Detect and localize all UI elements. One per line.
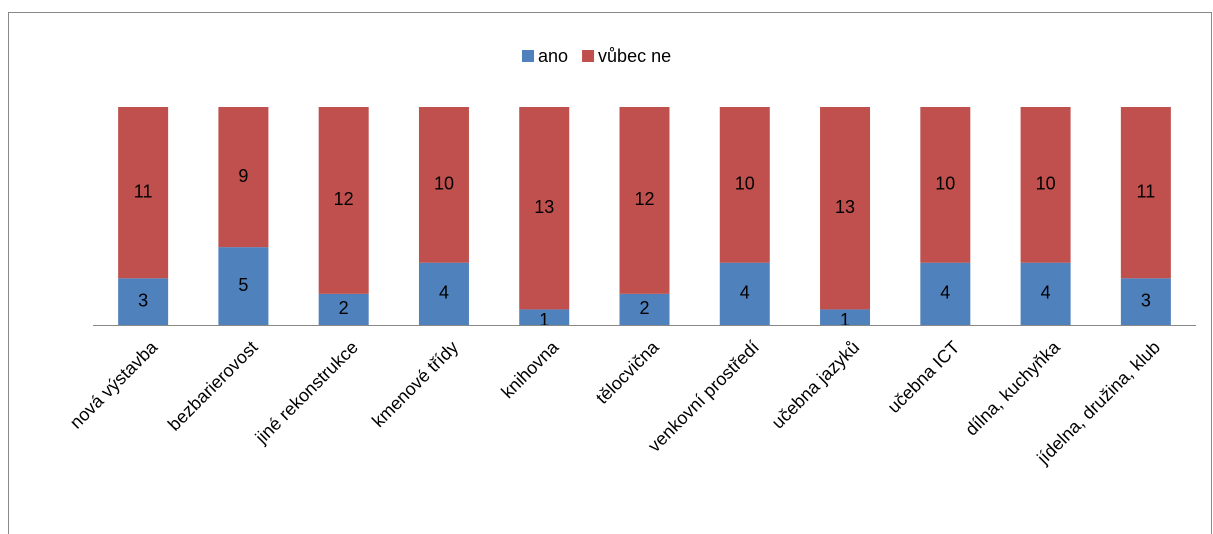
bar-segment [1020,107,1071,263]
data-label: 4 [740,283,750,303]
bar-segment [920,107,971,263]
data-label: 12 [334,189,354,209]
data-label: 3 [138,290,148,310]
bar-segment [820,107,871,310]
bar-segment [1120,107,1171,279]
data-label: 2 [639,298,649,318]
bar-segment [719,262,770,325]
data-label: 1 [539,310,549,330]
data-label: 10 [735,174,755,194]
legend-label: vůbec ne [598,46,671,66]
data-label: 3 [1141,290,1151,310]
bar-segment [1020,262,1071,325]
bar-segment [619,293,670,325]
bar-segment [619,107,670,294]
data-label: 1 [840,310,850,330]
data-label: 10 [1036,174,1056,194]
data-label: 13 [835,197,855,217]
bar-segment [218,107,269,248]
legend-swatch [522,50,534,62]
bar-segment [318,293,369,325]
bar-segment [318,107,369,294]
data-label: 9 [238,166,248,186]
chart-border [8,12,1212,534]
legend-label: ano [538,46,568,66]
data-label: 12 [634,189,654,209]
data-label: 2 [339,298,349,318]
bar-segment [920,262,971,325]
bar-segment [519,107,570,310]
data-label: 4 [1041,283,1051,303]
bar-segment [418,107,469,263]
bar-segment [820,309,871,325]
data-label: 13 [534,197,554,217]
legend-swatch [582,50,595,62]
data-label: 10 [935,174,955,194]
data-label: 4 [439,283,449,303]
bar-segment [118,278,169,325]
bar-segment [719,107,770,263]
data-label: 5 [238,275,248,295]
bar-segment [218,247,269,325]
bar-segment [118,107,169,279]
bar-segment [519,309,570,325]
data-label: 11 [1137,181,1156,201]
data-label: 11 [134,181,153,201]
bar-segment [418,262,469,325]
data-label: 4 [940,283,950,303]
data-label: 10 [434,174,454,194]
bar-segment [1120,278,1171,325]
